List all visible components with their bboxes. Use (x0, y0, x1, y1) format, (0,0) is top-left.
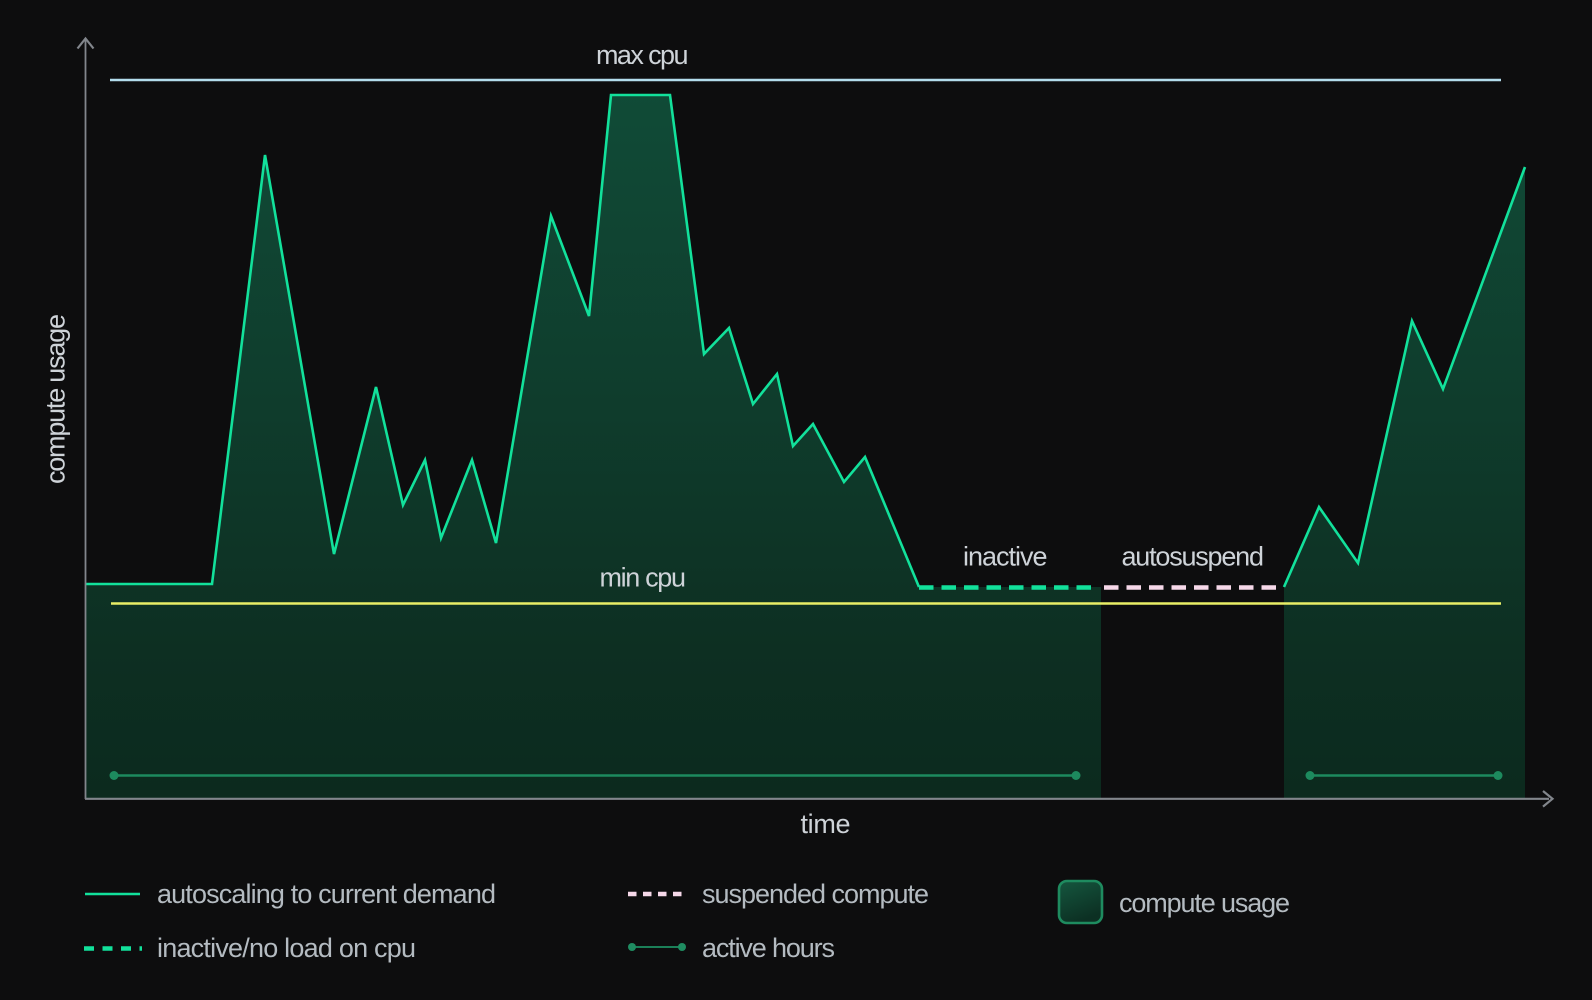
svg-text:active hours: active hours (702, 933, 835, 963)
svg-text:compute usage: compute usage (1119, 888, 1290, 918)
svg-text:inactive: inactive (963, 542, 1048, 572)
svg-text:min cpu: min cpu (600, 563, 687, 593)
svg-text:autoscaling to current demand: autoscaling to current demand (157, 879, 496, 909)
svg-text:time: time (801, 809, 851, 839)
svg-text:max cpu: max cpu (596, 40, 689, 70)
svg-text:compute usage: compute usage (41, 314, 71, 484)
svg-text:autosuspend: autosuspend (1122, 542, 1265, 572)
svg-text:inactive/no load on cpu: inactive/no load on cpu (157, 933, 416, 963)
svg-text:suspended compute: suspended compute (702, 879, 929, 909)
